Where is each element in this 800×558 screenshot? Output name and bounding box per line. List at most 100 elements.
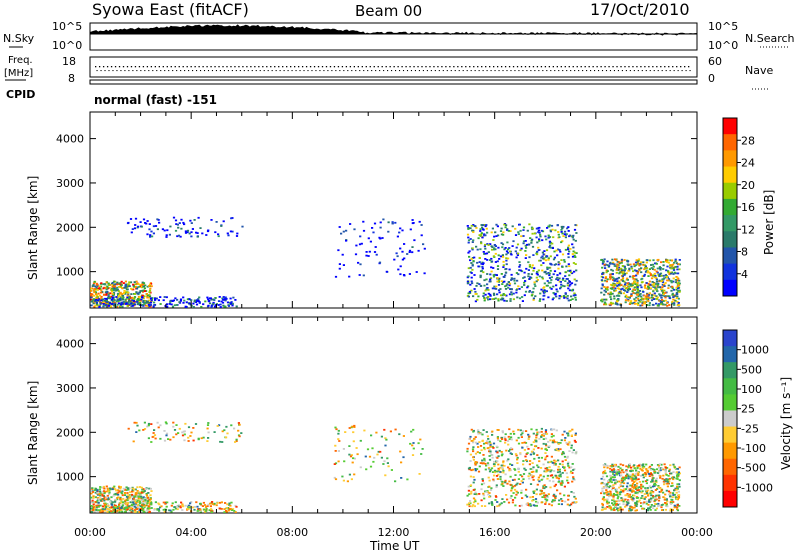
nave-dot bbox=[144, 70, 146, 72]
freq-dot bbox=[540, 66, 543, 68]
nave-dot bbox=[211, 70, 214, 72]
echo-cell bbox=[637, 291, 640, 294]
echo-cell bbox=[634, 278, 637, 280]
echo-cell bbox=[401, 250, 404, 253]
nave-dot bbox=[148, 70, 150, 72]
echo-cell bbox=[173, 429, 177, 431]
echo-cell bbox=[117, 493, 120, 496]
echo-cell bbox=[515, 483, 518, 486]
freq-dot bbox=[560, 66, 562, 68]
echo-cell bbox=[469, 500, 472, 502]
echo-cell bbox=[379, 226, 382, 229]
echo-cell bbox=[560, 498, 563, 500]
echo-cell bbox=[563, 485, 566, 488]
freq-dot bbox=[620, 66, 622, 68]
echo-cell bbox=[177, 505, 180, 508]
echo-cell bbox=[635, 296, 638, 299]
echo-cell bbox=[94, 291, 97, 293]
echo-cell bbox=[607, 493, 610, 495]
echo-cell bbox=[116, 281, 119, 284]
echo-cell bbox=[619, 507, 622, 510]
echo-cell bbox=[107, 282, 110, 285]
echo-cell bbox=[235, 305, 238, 308]
echo-cell bbox=[132, 498, 135, 500]
nave-dot bbox=[251, 70, 253, 72]
echo-cell bbox=[106, 292, 109, 294]
echo-cell bbox=[557, 443, 560, 445]
echo-cell bbox=[114, 501, 117, 503]
echo-cell bbox=[199, 508, 202, 511]
echo-cell bbox=[570, 470, 573, 473]
echo-cell bbox=[350, 454, 353, 456]
echo-cell bbox=[110, 290, 114, 293]
echo-cell bbox=[624, 289, 627, 292]
echo-cell bbox=[651, 491, 654, 494]
echo-cell bbox=[488, 470, 492, 473]
echo-cell bbox=[474, 491, 477, 494]
echo-cell bbox=[523, 467, 526, 470]
freq-dot bbox=[429, 66, 431, 68]
echo-cell bbox=[509, 300, 512, 302]
echo-cell bbox=[545, 449, 548, 451]
echo-cell bbox=[670, 472, 673, 475]
echo-cell bbox=[496, 280, 499, 283]
echo-cell bbox=[533, 283, 536, 286]
echo-cell bbox=[616, 469, 619, 472]
echo-cell bbox=[575, 279, 578, 282]
echo-cell bbox=[641, 497, 644, 500]
freq-dot bbox=[122, 66, 125, 68]
echo-cell bbox=[111, 293, 114, 295]
echo-cell bbox=[137, 282, 140, 285]
echo-cell bbox=[116, 303, 119, 306]
freq-dot bbox=[604, 66, 606, 68]
freq-dots bbox=[95, 66, 691, 72]
echo-cell bbox=[574, 224, 577, 226]
echo-cell bbox=[616, 471, 619, 474]
echo-cell bbox=[477, 470, 481, 473]
echo-cell bbox=[131, 500, 134, 502]
echo-cell bbox=[500, 436, 503, 439]
echo-cell bbox=[611, 302, 615, 305]
echo-cell bbox=[337, 432, 340, 435]
echo-cell bbox=[501, 246, 504, 249]
echo-cell bbox=[482, 262, 485, 265]
echo-cell bbox=[182, 296, 185, 299]
echo-cell bbox=[100, 508, 103, 511]
echo-cell bbox=[649, 506, 652, 508]
echo-cell bbox=[546, 455, 549, 458]
echo-cell bbox=[96, 304, 99, 307]
echo-cell bbox=[508, 469, 511, 472]
echo-cell bbox=[615, 259, 618, 262]
echo-cell bbox=[612, 487, 615, 489]
echo-cell bbox=[482, 271, 485, 274]
echo-cell bbox=[129, 301, 132, 304]
echo-cell bbox=[496, 260, 499, 263]
echo-cell bbox=[611, 288, 614, 290]
freq-dot bbox=[162, 66, 164, 68]
echo-cell bbox=[162, 501, 165, 504]
echo-cell bbox=[356, 453, 359, 456]
echo-cell bbox=[537, 476, 540, 479]
echo-cell bbox=[154, 437, 157, 440]
echo-cell bbox=[135, 492, 139, 494]
echo-cell bbox=[567, 432, 570, 435]
echo-cell bbox=[507, 466, 510, 469]
echo-cell bbox=[103, 499, 106, 502]
echo-cell bbox=[638, 481, 641, 483]
echo-cell bbox=[574, 502, 577, 504]
echo-cell bbox=[657, 283, 660, 286]
echo-cell bbox=[669, 279, 672, 282]
echo-cell bbox=[626, 284, 629, 287]
echo-cell bbox=[502, 469, 505, 472]
echo-cell bbox=[510, 291, 513, 294]
nave-dot bbox=[410, 70, 413, 72]
echo-cell bbox=[666, 304, 669, 307]
echo-cell bbox=[214, 304, 217, 306]
echo-cell bbox=[551, 441, 554, 444]
nave-dot bbox=[387, 70, 389, 72]
echo-cell bbox=[608, 293, 611, 296]
nave-dot bbox=[418, 70, 420, 72]
echo-cell bbox=[103, 492, 106, 495]
echo-cell bbox=[575, 450, 578, 453]
echo-cell bbox=[558, 470, 561, 473]
